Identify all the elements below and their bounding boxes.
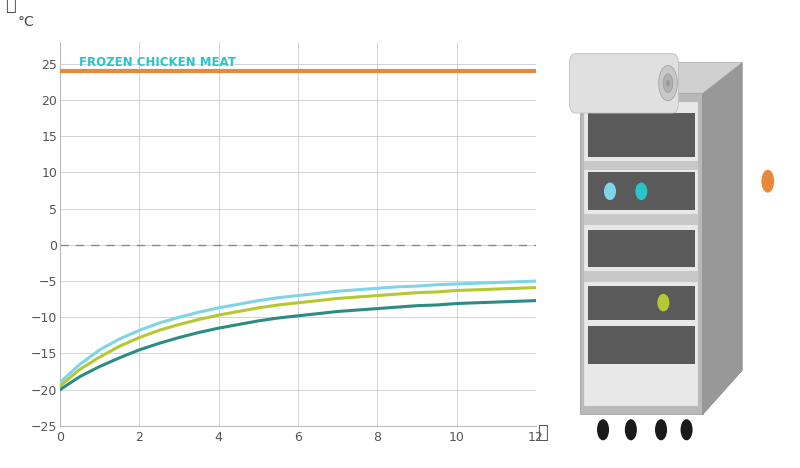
Ellipse shape bbox=[681, 419, 693, 440]
Text: ⏱: ⏱ bbox=[538, 424, 548, 442]
Ellipse shape bbox=[762, 170, 774, 193]
Ellipse shape bbox=[658, 294, 670, 311]
FancyBboxPatch shape bbox=[570, 54, 678, 113]
Text: 🌡: 🌡 bbox=[6, 0, 16, 14]
Polygon shape bbox=[585, 102, 698, 406]
Ellipse shape bbox=[625, 419, 637, 440]
Ellipse shape bbox=[655, 419, 667, 440]
Polygon shape bbox=[585, 161, 698, 170]
Polygon shape bbox=[588, 113, 694, 157]
Ellipse shape bbox=[597, 419, 609, 440]
Ellipse shape bbox=[663, 74, 673, 92]
Polygon shape bbox=[580, 93, 702, 414]
Polygon shape bbox=[588, 230, 694, 267]
Ellipse shape bbox=[635, 183, 647, 200]
Polygon shape bbox=[702, 62, 742, 414]
Text: °C: °C bbox=[17, 15, 34, 29]
Polygon shape bbox=[585, 214, 698, 225]
Ellipse shape bbox=[658, 66, 678, 101]
Polygon shape bbox=[580, 62, 742, 93]
Polygon shape bbox=[588, 172, 694, 210]
Polygon shape bbox=[588, 326, 694, 364]
Ellipse shape bbox=[604, 183, 616, 200]
Polygon shape bbox=[585, 271, 698, 282]
Ellipse shape bbox=[666, 80, 670, 87]
Text: FROZEN CHICKEN MEAT: FROZEN CHICKEN MEAT bbox=[79, 56, 236, 68]
Polygon shape bbox=[588, 286, 694, 320]
